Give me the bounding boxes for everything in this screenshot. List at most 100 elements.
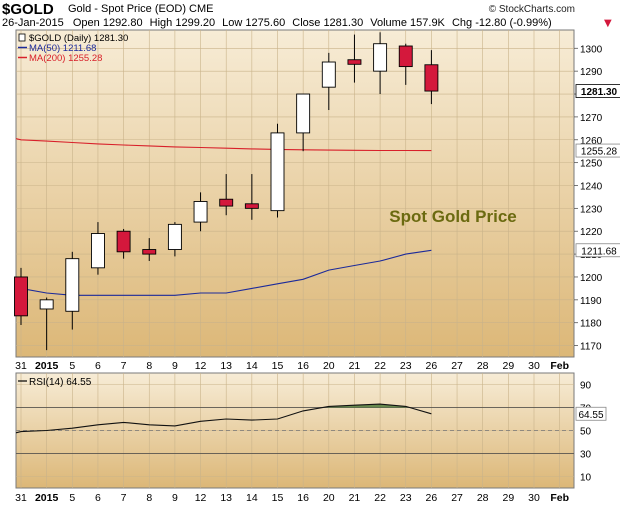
y-tick-label-1200: 1200 <box>580 273 603 284</box>
candle-body-16 <box>296 93 311 134</box>
x-label-top-21: 21 <box>349 360 361 372</box>
y-tick-label-1170: 1170 <box>580 342 602 353</box>
candle-14 <box>244 174 259 220</box>
rsi-legend: RSI(14) 64.55 <box>18 377 92 388</box>
rsi-last-value-tag: 64.55 <box>575 406 607 421</box>
legend-marker-price <box>18 33 26 42</box>
x-label-top-5: 5 <box>69 360 75 372</box>
x-label-bottom-30: 30 <box>528 492 540 504</box>
x-label-bottom-12: 12 <box>195 492 207 504</box>
x-label-top-Feb: Feb <box>550 360 569 372</box>
rsi-y-label-30: 30 <box>580 450 592 461</box>
x-label-top-9: 9 <box>172 360 178 372</box>
ma200-line <box>15 138 432 152</box>
last-value-tag-box-2 <box>575 243 620 258</box>
x-label-bottom-2015: 2015 <box>35 492 59 504</box>
x-label-bottom-28: 28 <box>477 492 489 504</box>
x-label-bottom-8: 8 <box>146 492 152 504</box>
candle-2015 <box>39 297 54 351</box>
candle-body-12 <box>193 201 208 223</box>
candle-31 <box>14 267 28 325</box>
x-label-bottom-14: 14 <box>246 492 258 504</box>
x-label-top-6: 6 <box>95 360 101 372</box>
rsi-tag-label: 64.55 <box>578 410 603 421</box>
x-axis-labels-top: 31 2015 5 6 7 8 9 12 13 14 15 16 20 21 22 23 26 27 28 29 30 F… <box>15 360 569 372</box>
x-label-top-23: 23 <box>400 360 412 372</box>
candle-9 <box>167 222 182 257</box>
y-tick-label-1180: 1180 <box>580 319 602 330</box>
x-label-top-27: 27 <box>451 360 463 372</box>
y-tick-label-1230: 1230 <box>580 204 603 215</box>
candle-body-23 <box>398 45 413 68</box>
x-label-top-29: 29 <box>503 360 515 372</box>
down-arrow-icon: ▼ <box>604 18 612 29</box>
x-label-top-31: 31 <box>15 360 27 372</box>
x-label-bottom-22: 22 <box>374 492 386 504</box>
price-panel-background <box>15 29 575 358</box>
x-label-bottom-26: 26 <box>426 492 438 504</box>
price-panel: 1170118011901200121012201230124012501260… <box>14 29 620 358</box>
x-axis-labels-bottom: 31 2015 5 6 7 8 9 12 13 14 15 16 20 21 22 23 26 27 28 29 30 F… <box>15 492 569 504</box>
price-axis: 1170118011901200121012201230124012501260… <box>574 44 603 353</box>
y-tick-label-1250: 1250 <box>580 159 603 170</box>
symbol-title: $GOLD <box>2 1 54 18</box>
rsi-legend-label: RSI(14) 64.55 <box>29 377 92 388</box>
x-label-bottom-7: 7 <box>121 492 127 504</box>
y-tick-label-1240: 1240 <box>580 181 603 192</box>
instrument-name: Gold - Spot Price (EOD) CME <box>68 3 214 15</box>
candle-body-13 <box>219 198 234 207</box>
y-tick-label-1260: 1260 <box>580 136 603 147</box>
x-label-bottom-15: 15 <box>272 492 284 504</box>
rsi-reference-lines <box>16 407 574 454</box>
last-value-tag-box-0 <box>575 84 620 98</box>
x-label-bottom-20: 20 <box>323 492 335 504</box>
rsi-y-label-50: 50 <box>580 427 592 438</box>
candle-26 <box>424 50 439 105</box>
candle-body-21 <box>347 59 362 65</box>
rsi-axis: 1030507090 <box>580 381 592 484</box>
rsi-panel: 1030507090 64.55 RSI(14) 64.55 <box>15 372 607 489</box>
candle-16 <box>296 93 311 152</box>
x-label-bottom-13: 13 <box>220 492 232 504</box>
x-label-bottom-31: 31 <box>15 492 27 504</box>
y-tick-label-1270: 1270 <box>580 113 603 124</box>
candle-body-6 <box>90 233 105 269</box>
candle-6 <box>90 222 105 275</box>
chart-annotation-title: Spot Gold Price <box>389 207 517 226</box>
x-label-bottom-16: 16 <box>297 492 309 504</box>
x-label-top-15: 15 <box>272 360 284 372</box>
x-label-bottom-5: 5 <box>69 492 75 504</box>
x-label-top-26: 26 <box>426 360 438 372</box>
x-label-bottom-23: 23 <box>400 492 412 504</box>
y-tick-label-1300: 1300 <box>580 44 603 55</box>
last-value-tags: 1281.30 1255.28 1211.68 <box>575 84 620 258</box>
candle-body-2015 <box>39 299 54 310</box>
x-label-top-22: 22 <box>374 360 386 372</box>
candle-body-7 <box>116 230 131 253</box>
x-label-top-20: 20 <box>323 360 335 372</box>
y-tick-label-1190: 1190 <box>580 296 602 307</box>
rsi-y-label-10: 10 <box>580 473 592 484</box>
candle-20 <box>321 52 336 111</box>
candle-body-26 <box>424 64 439 92</box>
rsi-tag-box <box>575 406 607 421</box>
last-value-tag-box-1 <box>575 143 620 158</box>
copyright: © StockCharts.com <box>489 4 575 15</box>
x-label-top-12: 12 <box>195 360 207 372</box>
candle-body-31 <box>14 276 28 317</box>
candle-8 <box>142 238 157 261</box>
candle-22 <box>373 32 388 95</box>
candle-5 <box>65 251 80 330</box>
candle-body-20 <box>321 61 336 88</box>
last-value-tag-2: 1211.68 <box>581 246 617 257</box>
candle-body-14 <box>244 203 259 209</box>
candle-7 <box>116 228 131 259</box>
candle-body-5 <box>65 258 80 312</box>
rsi-line <box>15 403 432 434</box>
x-label-bottom-6: 6 <box>95 492 101 504</box>
x-label-bottom-27: 27 <box>451 492 463 504</box>
x-label-bottom-9: 9 <box>172 492 178 504</box>
legend-label-2: MA(200) 1255.28 <box>29 53 102 64</box>
